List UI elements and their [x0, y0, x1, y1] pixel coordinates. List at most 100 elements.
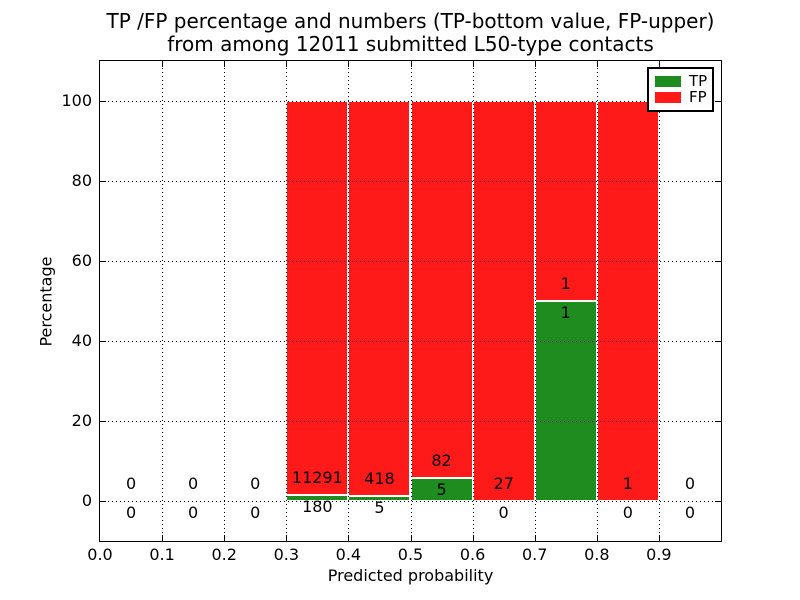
- fp-count-label: 1: [560, 274, 571, 293]
- tick-mark-bottom: [162, 535, 163, 541]
- fp-count-label: 418: [364, 469, 395, 489]
- tick-mark-right: [715, 181, 721, 182]
- tp-count-label: 0: [622, 503, 633, 522]
- tick-mark-bottom: [286, 535, 287, 541]
- gridline-v: [473, 61, 474, 541]
- fp-count-label: 82: [431, 451, 452, 470]
- tick-mark-left: [100, 501, 106, 502]
- tick-mark-top: [411, 61, 412, 67]
- gridline-v: [597, 61, 598, 541]
- y-tick-label-60: 60: [71, 251, 92, 270]
- x-axis-label: Predicted probability: [327, 566, 494, 585]
- gridline-h-0: [100, 501, 721, 502]
- legend-item-fp: FP: [655, 88, 707, 107]
- tick-mark-top: [659, 61, 660, 67]
- tick-mark-left: [100, 261, 106, 262]
- y-tick-label-100: 100: [61, 91, 92, 110]
- tick-mark-right: [715, 261, 721, 262]
- gridline-v: [224, 61, 225, 541]
- x-tick-label-0.7: 0.7: [521, 545, 548, 564]
- tick-mark-top: [162, 61, 163, 67]
- gridline-h-60: [100, 261, 721, 262]
- chart-title: TP /FP percentage and numbers (TP-bottom…: [100, 10, 721, 56]
- y-tick-label-40: 40: [71, 331, 92, 350]
- x-tick-label-0.2: 0.2: [211, 545, 237, 564]
- tick-mark-right: [715, 101, 721, 102]
- tp-count-label: 1: [560, 303, 571, 322]
- gridline-h-40: [100, 341, 721, 342]
- tick-mark-top: [473, 61, 474, 67]
- tick-mark-right: [715, 421, 721, 422]
- tick-mark-bottom: [411, 535, 412, 541]
- legend-swatch-tp: [655, 75, 681, 87]
- gridline-h-80: [100, 181, 721, 182]
- gridline-v: [535, 61, 536, 541]
- tick-mark-bottom: [224, 535, 225, 541]
- x-tick-label-0.9: 0.9: [646, 545, 672, 564]
- legend-label-tp: TP: [689, 71, 708, 90]
- tp-count-label: 0: [684, 503, 696, 522]
- tick-mark-top: [597, 61, 598, 67]
- tick-mark-top: [224, 61, 225, 67]
- x-tick-label-0.6: 0.6: [459, 545, 486, 564]
- tp-count-label: 0: [250, 503, 261, 522]
- fp-count-label: 1: [622, 474, 633, 493]
- tick-mark-right: [715, 501, 721, 502]
- y-tick-label-20: 20: [71, 411, 92, 430]
- bar-segment-fp-0.3-0.4: [286, 101, 349, 495]
- x-tick-label-0.3: 0.3: [273, 545, 300, 564]
- fp-count-label: 0: [125, 474, 137, 493]
- legend-swatch-fp: [655, 92, 681, 104]
- tick-mark-right: [715, 341, 721, 342]
- chart-title-line2: from among 12011 submitted L50-type cont…: [167, 32, 654, 56]
- x-tick-label-0.4: 0.4: [335, 545, 362, 564]
- fp-count-label: 0: [684, 474, 696, 493]
- y-tick-label-80: 80: [71, 171, 92, 190]
- tick-mark-left: [100, 181, 106, 182]
- chart-title-line1: TP /FP percentage and numbers (TP-bottom…: [106, 9, 715, 33]
- bar-segment-fp-0.4-0.5: [348, 101, 411, 496]
- tp-count-label: 5: [374, 498, 385, 518]
- bar-segment-fp-0.6-0.7: [472, 101, 535, 501]
- tick-mark-left: [100, 341, 106, 342]
- bar-segment-fp-0.7-0.8: [534, 101, 597, 301]
- bar-segment-fp-0.8-0.9: [596, 101, 659, 501]
- plot-area: 0 0 0 0 0 0 11291 180 418 5 82 5 27 0 1 1 1 0 0 0 TP FP: [99, 60, 722, 542]
- x-tick-label-0.5: 0.5: [397, 545, 424, 564]
- legend: TP FP: [647, 67, 714, 112]
- tp-count-label: 0: [125, 503, 137, 522]
- gridline-v: [411, 61, 412, 541]
- tick-mark-bottom: [535, 535, 536, 541]
- legend-label-fp: FP: [689, 88, 707, 107]
- tick-mark-top: [286, 61, 287, 67]
- gridline-v: [286, 61, 287, 541]
- tick-mark-top: [535, 61, 536, 67]
- fp-count-label: 11291: [291, 467, 343, 487]
- tick-mark-left: [100, 101, 106, 102]
- x-tick-label-0.8: 0.8: [584, 545, 610, 564]
- fp-count-label: 0: [188, 474, 199, 493]
- gridline-h-100: [100, 101, 721, 102]
- bar-segment-fp-0.5-0.6: [410, 101, 473, 478]
- tp-count-label: 180: [302, 496, 333, 516]
- tp-count-label: 0: [498, 503, 509, 522]
- tick-mark-bottom: [597, 535, 598, 541]
- gridline-h-20: [100, 421, 721, 422]
- fp-count-label: 0: [250, 474, 261, 493]
- tick-mark-left: [100, 421, 106, 422]
- bar-segment-tp-0.7-0.8: [534, 301, 597, 501]
- legend-item-tp: TP: [655, 71, 708, 90]
- tp-count-label: 5: [436, 480, 447, 499]
- tick-mark-top: [348, 61, 349, 67]
- y-tick-label-0: 0: [81, 491, 92, 510]
- tick-mark-bottom: [473, 535, 474, 541]
- x-tick-label-0.0: 0.0: [87, 545, 113, 564]
- gridline-v: [348, 61, 349, 541]
- fp-count-label: 27: [493, 474, 514, 493]
- tick-mark-bottom: [659, 535, 660, 541]
- gridline-v: [659, 61, 660, 541]
- gridline-v: [162, 61, 163, 541]
- tick-mark-bottom: [348, 535, 349, 541]
- x-tick-label-0.1: 0.1: [149, 545, 175, 564]
